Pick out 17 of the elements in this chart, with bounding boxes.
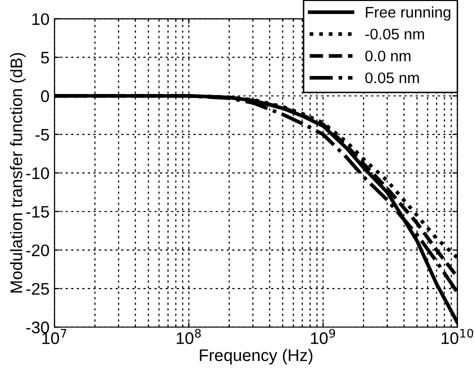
x-axis-title: Frequency (Hz) [200, 348, 312, 364]
y-axis-title: Modulation transfer function (dB) [10, 53, 26, 292]
y-tick-label: -25 [26, 282, 49, 295]
legend-label: Free running [366, 6, 450, 21]
y-tick-label: 5 [41, 52, 49, 64]
y-tick-label: -20 [26, 244, 49, 256]
legend-label: 0.0 nm [365, 50, 410, 62]
legend-label: 0.05 nm [365, 72, 419, 84]
y-tick-label: -15 [26, 206, 49, 218]
legend-label: -0.05 nm [365, 28, 424, 40]
y-tick-label: -5 [36, 128, 49, 141]
x-tick-label: 10$^{9}$ [311, 328, 336, 344]
y-tick-label: 10 [32, 13, 49, 26]
y-tick-label: -10 [26, 167, 49, 180]
x-tick-label: 10$^{10}$ [442, 328, 474, 344]
y-tick-label: 0 [41, 90, 49, 102]
x-tick-label: 10$^{8}$ [176, 328, 201, 344]
